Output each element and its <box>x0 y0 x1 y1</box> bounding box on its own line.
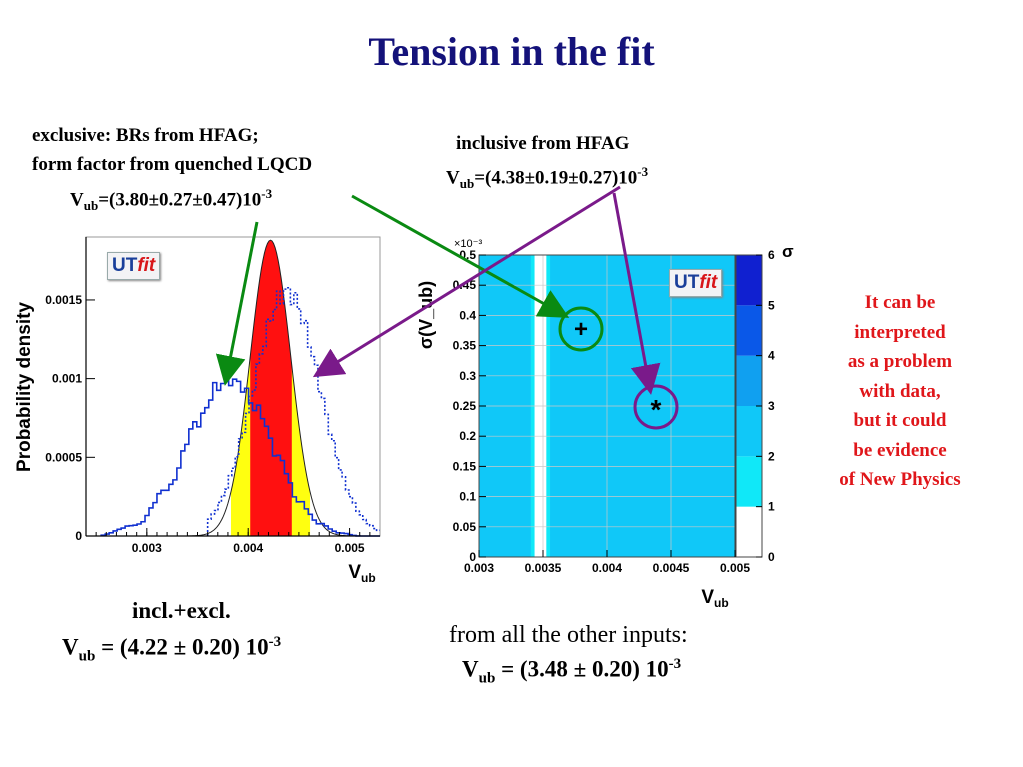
interp-line: It can be <box>864 292 936 313</box>
y-tick-label: 0 <box>75 529 82 543</box>
exclusive-line1: exclusive: BRs from HFAG; <box>32 125 259 146</box>
colorbar-tick-label: 5 <box>768 298 775 312</box>
combined-formula: Vub = (4.22 ± 0.20) 10-3 <box>62 634 282 665</box>
x-tick-label: 0.004 <box>592 561 622 575</box>
colorbar-segment <box>736 305 762 356</box>
y-tick-label: 0.05 <box>453 520 477 534</box>
y-tick-label: 0.15 <box>453 459 477 473</box>
inclusive-note: inclusive from HFAG Vub=(4.38±0.19±0.27)… <box>446 130 648 198</box>
x-tick-label: 0.005 <box>335 541 365 555</box>
combined-label: incl.+excl. <box>132 598 231 623</box>
colorbar-tick-label: 1 <box>768 500 775 514</box>
colorbar-segment <box>736 355 762 406</box>
y-tick-label: 0.45 <box>453 278 477 292</box>
colorbar-tick-label: 2 <box>768 449 775 463</box>
y-tick-label: 0.25 <box>453 399 477 413</box>
interpretation-note: It can be interpreted as a problem with … <box>800 288 1000 495</box>
colorbar-tick-label: 3 <box>768 399 775 413</box>
combined-gaussian <box>179 239 362 537</box>
y-multiplier: ×10⁻³ <box>454 238 482 250</box>
colorbar-segment <box>736 255 762 306</box>
x-tick-label: 0.004 <box>233 541 263 555</box>
exclusive-note: exclusive: BRs from HFAG; form factor fr… <box>32 121 312 220</box>
interp-line: with data, <box>859 380 941 402</box>
interp-line: interpreted <box>854 321 946 343</box>
inclusive-histogram <box>206 286 380 536</box>
colorbar-segment <box>736 406 762 457</box>
colorbar-tick-label: 0 <box>768 550 775 564</box>
interp-line: of New Physics <box>839 469 961 490</box>
slide-title: Tension in the fit <box>368 29 655 74</box>
colorbar-segment <box>736 456 762 507</box>
y-tick-label: 0.5 <box>459 248 476 262</box>
inclusive-marker: * <box>651 394 662 425</box>
left-xlabel: Vub <box>348 562 375 585</box>
inclusive-line1: inclusive from HFAG <box>456 133 630 154</box>
sigma-heatmap-chart: 0.003 0.0035 0.004 0.0045 0.005 0 0.05 0.1 0.15 0… <box>416 238 794 610</box>
utfit-logo-left: UTfit <box>107 252 161 280</box>
probability-density-chart: 0.003 0.004 0.005 0 0.0005 0.001 0.0015 Probab… <box>14 236 381 585</box>
exclusive-line2: form factor from quenched LQCD <box>32 154 313 175</box>
left-bands <box>230 240 311 536</box>
colorbar-tick-label: 4 <box>768 349 775 363</box>
x-tick-label: 0.0035 <box>525 561 562 575</box>
red-band-68 <box>250 240 292 536</box>
utfit-logo-right: UTfit <box>669 269 723 297</box>
y-tick-label: 0.4 <box>459 308 476 322</box>
interp-line: be evidence <box>853 439 947 461</box>
y-tick-label: 0.0015 <box>45 293 82 307</box>
others-label: from all the other inputs: <box>449 622 688 648</box>
y-tick-label: 0.001 <box>52 372 82 386</box>
left-axes: 0.003 0.004 0.005 0 0.0005 0.001 0.0015 <box>45 237 380 555</box>
left-ylabel: Probability density <box>14 302 35 472</box>
exclusive-marker: + <box>574 316 588 343</box>
right-ylabel: σ(V_ub) <box>416 281 436 349</box>
y-tick-label: 0.3 <box>459 369 476 383</box>
x-tick-label: 0.003 <box>132 541 162 555</box>
x-tick-label: 0.005 <box>720 561 750 575</box>
colorbar-label: σ <box>782 242 794 261</box>
interp-line: but it could <box>853 410 947 431</box>
x-tick-label: 0.0045 <box>653 561 690 575</box>
others-formula: Vub = (3.48 ± 0.20) 10-3 <box>462 656 682 687</box>
exclusive-formula: Vub=(3.80±0.27±0.47)10-3 <box>70 186 273 214</box>
y-tick-label: 0.2 <box>459 429 476 443</box>
inclusive-formula: Vub=(4.38±0.19±0.27)10-3 <box>446 164 649 192</box>
colorbar-tick-label: 6 <box>768 248 775 262</box>
y-tick-label: 0.0005 <box>45 450 82 464</box>
y-tick-label: 0.1 <box>459 490 476 504</box>
y-tick-label: 0.35 <box>453 339 477 353</box>
y-tick-label: 0 <box>469 550 476 564</box>
x-tick-label: 0.003 <box>464 561 494 575</box>
interp-line: as a problem <box>847 351 953 372</box>
right-xlabel: Vub <box>701 587 728 610</box>
colorbar-segment <box>736 506 762 557</box>
sigma-colorbar: 0 1 2 3 4 5 6 <box>735 248 775 564</box>
